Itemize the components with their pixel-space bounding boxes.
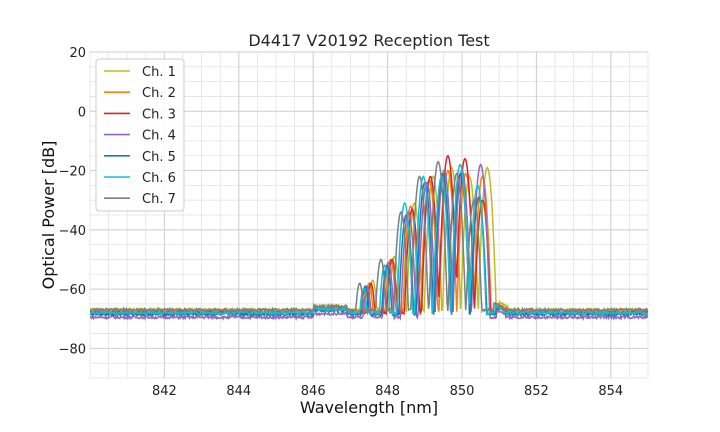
y-tick-label: −80 — [59, 342, 86, 357]
y-tick-label: −40 — [59, 224, 86, 239]
y-tick-label: 20 — [69, 46, 86, 61]
legend-label: Ch. 2 — [142, 86, 176, 101]
legend-label: Ch. 6 — [142, 171, 176, 186]
x-tick-label: 854 — [598, 384, 623, 399]
series-line-4 — [90, 163, 648, 322]
x-tick-label: 848 — [375, 384, 400, 399]
x-tick-label: 850 — [450, 384, 475, 399]
plot-area: 842 844 846 848 850 852 854 −80 −60 −40 −20 0 20 — [59, 46, 649, 399]
series-line-7 — [90, 160, 648, 314]
legend-label: Ch. 1 — [142, 65, 176, 80]
series-line-6 — [90, 164, 648, 317]
x-tick-label: 842 — [152, 384, 177, 399]
legend-label: Ch. 3 — [142, 107, 176, 122]
x-axis-label: Wavelength [nm] — [300, 398, 438, 417]
legend: Ch. 1 Ch. 2 Ch. 3 Ch. 4 Ch. 5 Ch. 6 Ch. 7 — [95, 58, 185, 212]
y-tick-label: 0 — [78, 105, 86, 120]
y-axis-label: Optical Power [dB] — [39, 141, 58, 290]
legend-label: Ch. 7 — [142, 192, 176, 207]
legend-label: Ch. 5 — [142, 150, 176, 165]
legend-label: Ch. 4 — [142, 129, 176, 144]
legend-box — [95, 58, 185, 212]
x-tick-label: 852 — [524, 384, 549, 399]
y-tick-label: −60 — [59, 283, 86, 298]
x-tick-label: 846 — [301, 384, 326, 399]
y-tick-label: −20 — [59, 165, 86, 180]
chart-title: D4417 V20192 Reception Test — [248, 31, 489, 50]
x-tick-label: 844 — [226, 384, 251, 399]
